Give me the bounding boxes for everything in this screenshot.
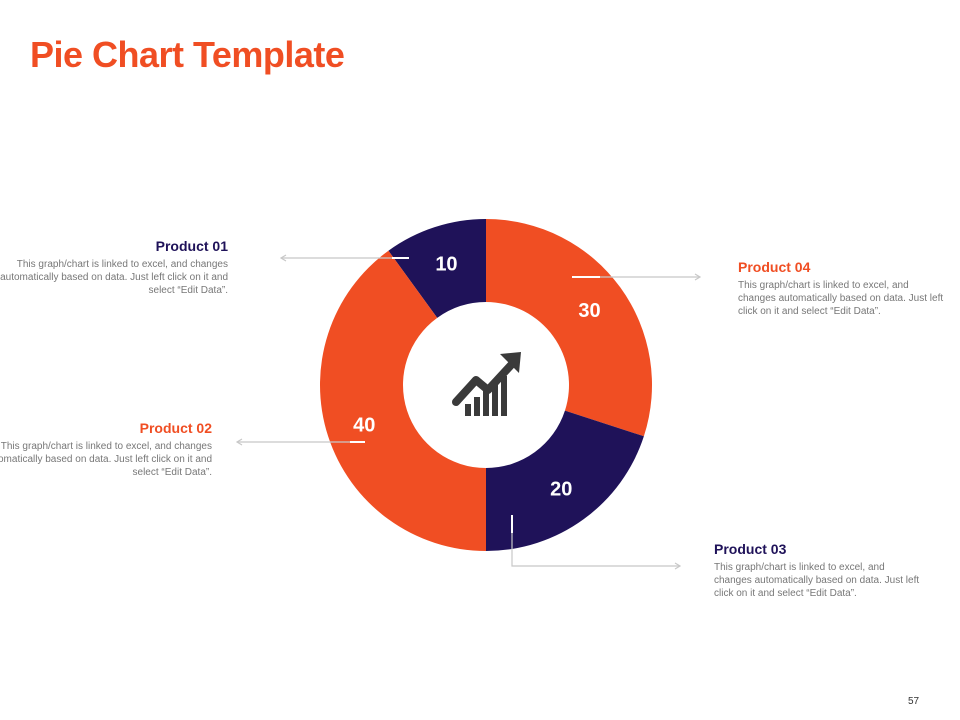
growth-icon-bar-1 bbox=[465, 404, 471, 416]
growth-icon-bar-4 bbox=[492, 383, 498, 416]
growth-chart-icon bbox=[452, 352, 521, 416]
growth-icon-arrowhead bbox=[500, 352, 521, 373]
growth-icon-bar-3 bbox=[483, 390, 489, 416]
growth-icon-trend bbox=[452, 360, 516, 406]
callout-product-04: Product 04 This graph/chart is linked to… bbox=[738, 259, 948, 318]
connector-product-02-arrowhead bbox=[235, 438, 243, 446]
connector-product-04-arrowhead bbox=[694, 273, 702, 281]
data-label-product-03: 20 bbox=[550, 479, 572, 501]
callout-product-01-heading: Product 01 bbox=[155, 238, 228, 254]
page-number: 57 bbox=[908, 696, 920, 707]
slice-product-01[interactable] bbox=[388, 219, 486, 318]
callout-product-02-text: This graph/chart is linked to excel, and… bbox=[0, 441, 212, 478]
callout-product-03-text: This graph/chart is linked to excel, and… bbox=[714, 562, 920, 599]
connector-product-01-arrowhead bbox=[279, 254, 287, 262]
slice-product-02[interactable] bbox=[320, 250, 486, 551]
growth-icon-bar-5 bbox=[501, 376, 507, 416]
data-label-product-01: 10 bbox=[435, 253, 457, 275]
callout-product-04-text: This graph/chart is linked to excel, and… bbox=[738, 280, 944, 317]
slide-title: Pie Chart Template bbox=[30, 34, 345, 75]
callout-product-02: Product 02 This graph/chart is linked to… bbox=[0, 420, 212, 479]
growth-icon-bar-2 bbox=[474, 397, 480, 416]
connector-product-03-arrowhead bbox=[674, 562, 682, 570]
callout-product-03-heading: Product 03 bbox=[714, 541, 787, 557]
callout-product-04-heading: Product 04 bbox=[738, 259, 811, 275]
data-label-product-02: 40 bbox=[353, 415, 375, 437]
callout-product-02-heading: Product 02 bbox=[139, 420, 212, 436]
callout-product-03: Product 03 This graph/chart is linked to… bbox=[714, 541, 924, 600]
callout-product-01: Product 01 This graph/chart is linked to… bbox=[0, 238, 228, 297]
slice-product-04[interactable] bbox=[486, 219, 652, 437]
data-label-product-04: 30 bbox=[578, 300, 600, 322]
callout-product-01-text: This graph/chart is linked to excel, and… bbox=[0, 259, 228, 296]
slice-product-03[interactable] bbox=[486, 410, 644, 551]
